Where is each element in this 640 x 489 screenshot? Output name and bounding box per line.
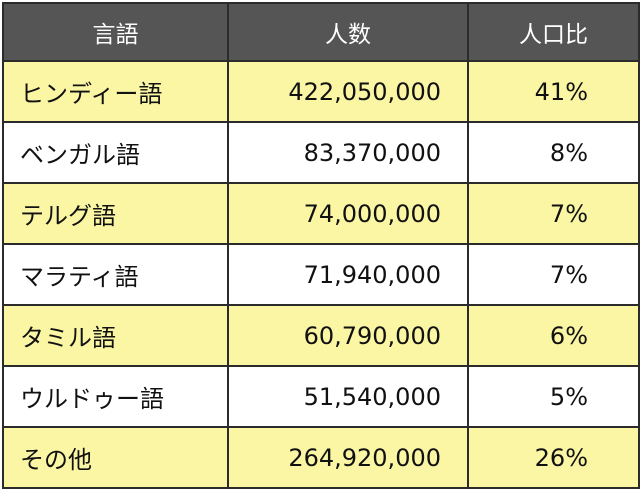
table-row: ヒンディー語 422,050,000 41% — [2, 60, 640, 123]
population-cell: 83,370,000 — [227, 121, 469, 184]
language-cell: ヒンディー語 — [2, 60, 229, 123]
ratio-cell: 26% — [467, 426, 640, 489]
header-population: 人数 — [227, 2, 469, 62]
population-cell: 264,920,000 — [227, 426, 469, 489]
language-cell: ウルドゥー語 — [2, 365, 229, 428]
population-cell: 51,540,000 — [227, 365, 469, 428]
ratio-cell: 8% — [467, 121, 640, 184]
language-cell: その他 — [2, 426, 229, 489]
population-cell: 71,940,000 — [227, 243, 469, 306]
ratio-cell: 5% — [467, 365, 640, 428]
table-row: ウルドゥー語 51,540,000 5% — [2, 365, 640, 428]
language-cell: ベンガル語 — [2, 121, 229, 184]
population-cell: 60,790,000 — [227, 304, 469, 367]
table-row: ベンガル語 83,370,000 8% — [2, 121, 640, 184]
ratio-cell: 6% — [467, 304, 640, 367]
table-row: マラティ語 71,940,000 7% — [2, 243, 640, 306]
population-cell: 74,000,000 — [227, 182, 469, 245]
table-row: テルグ語 74,000,000 7% — [2, 182, 640, 245]
header-ratio: 人口比 — [467, 2, 640, 62]
language-cell: タミル語 — [2, 304, 229, 367]
ratio-cell: 7% — [467, 182, 640, 245]
table-row: タミル語 60,790,000 6% — [2, 304, 640, 367]
table-row: その他 264,920,000 26% — [2, 426, 640, 489]
language-cell: マラティ語 — [2, 243, 229, 306]
header-language: 言語 — [2, 2, 229, 62]
language-cell: テルグ語 — [2, 182, 229, 245]
ratio-cell: 7% — [467, 243, 640, 306]
ratio-cell: 41% — [467, 60, 640, 123]
population-cell: 422,050,000 — [227, 60, 469, 123]
table-header-row: 言語 人数 人口比 — [2, 2, 640, 62]
